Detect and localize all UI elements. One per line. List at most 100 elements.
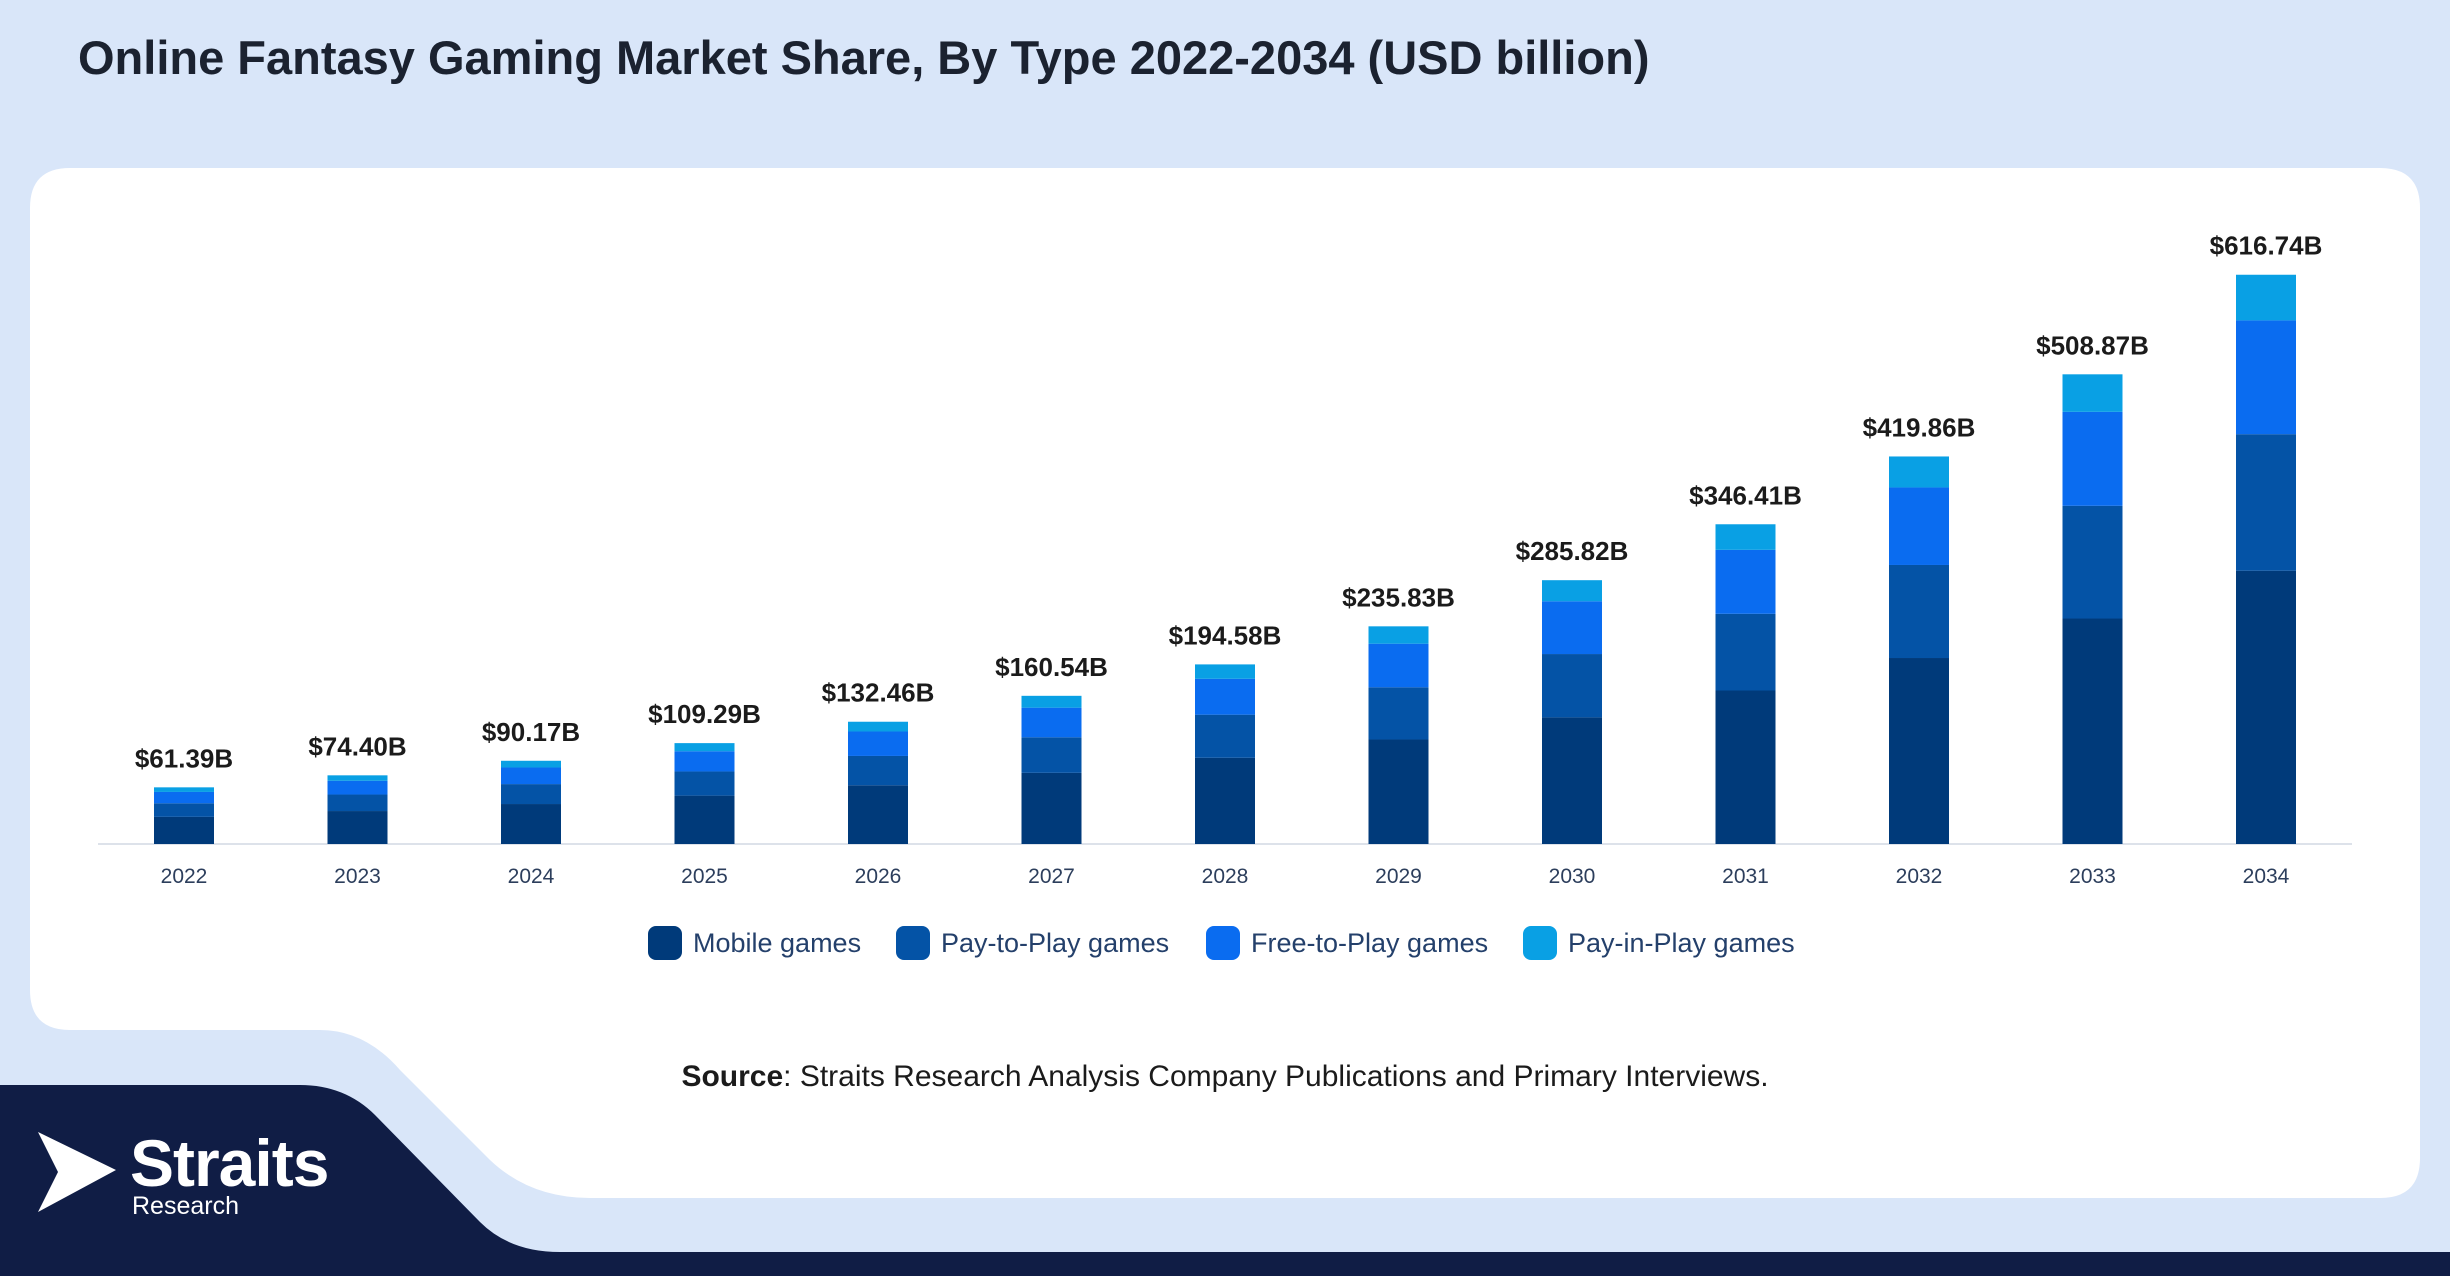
bar-2024-free-to-play-games — [501, 767, 561, 785]
bar-2029-mobile-games — [1368, 739, 1429, 844]
bar-2028-free-to-play-games — [1195, 678, 1255, 715]
bar-2028-pay-to-play-games — [1195, 714, 1255, 758]
bar-2033-pay-to-play-games — [2062, 505, 2123, 619]
bar-2022-free-to-play-games — [154, 791, 214, 804]
bar-2022-pay-in-play-games — [154, 787, 214, 792]
bar-2031-mobile-games — [1715, 690, 1776, 844]
x-tick-2029: 2029 — [1375, 865, 1422, 888]
total-label-2030: $285.82B — [1516, 536, 1629, 566]
bar-2034-pay-in-play-games — [2236, 274, 2296, 321]
bar-2033-pay-in-play-games — [2062, 374, 2123, 412]
bar-2030-mobile-games — [1542, 717, 1602, 844]
bar-2023-mobile-games — [327, 811, 388, 844]
bar-2034-pay-to-play-games — [2236, 434, 2296, 571]
bar-2027-pay-to-play-games — [1021, 737, 1082, 773]
bar-2032-pay-in-play-games — [1889, 456, 1949, 488]
legend-item-pay-to-play-games[interactable]: Pay-to-Play games — [896, 926, 1169, 960]
bar-2031-pay-in-play-games — [1715, 524, 1776, 550]
bar-2034-free-to-play-games — [2236, 320, 2296, 435]
x-tick-2034: 2034 — [2243, 865, 2290, 888]
bar-2029-pay-to-play-games — [1368, 687, 1429, 740]
bar-2025-pay-in-play-games — [674, 743, 735, 752]
straits-logo-icon — [38, 1132, 116, 1212]
legend-label: Mobile games — [693, 928, 861, 958]
legend-label: Free-to-Play games — [1251, 928, 1488, 958]
x-tick-2026: 2026 — [855, 865, 902, 888]
bar-2030-pay-in-play-games — [1542, 580, 1602, 602]
bar-2027-pay-in-play-games — [1021, 695, 1082, 708]
logo-subtitle: Research — [132, 1192, 239, 1220]
total-label-2022: $61.39B — [135, 743, 233, 773]
bar-2028-mobile-games — [1195, 757, 1255, 844]
bar-2022-pay-to-play-games — [154, 803, 214, 817]
bar-2023-free-to-play-games — [327, 780, 388, 795]
footer-band — [0, 1085, 2450, 1276]
legend-item-free-to-play-games[interactable]: Free-to-Play games — [1206, 926, 1488, 960]
bar-2031-free-to-play-games — [1715, 549, 1776, 614]
total-label-2032: $419.86B — [1863, 412, 1976, 442]
total-label-2028: $194.58B — [1169, 620, 1282, 650]
logo-name: Straits — [130, 1126, 329, 1200]
total-label-2031: $346.41B — [1689, 480, 1802, 510]
source-note: Source: Straits Research Analysis Compan… — [0, 1060, 2450, 1094]
legend-item-pay-in-play-games[interactable]: Pay-in-Play games — [1523, 926, 1795, 960]
total-label-2034: $616.74B — [2210, 231, 2323, 261]
x-tick-2028: 2028 — [1202, 865, 1249, 888]
legend-item-mobile-games[interactable]: Mobile games — [648, 926, 861, 960]
bar-2027-mobile-games — [1021, 772, 1082, 844]
legend: Mobile games Pay-to-Play games Free-to-Pla… — [648, 926, 1795, 960]
bar-2025-free-to-play-games — [674, 751, 735, 772]
bar-2024-pay-in-play-games — [501, 760, 561, 768]
bar-2026-mobile-games — [848, 785, 908, 844]
bar-2034-mobile-games — [2236, 570, 2296, 844]
bar-2032-mobile-games — [1889, 658, 1949, 844]
bar-2023-pay-to-play-games — [327, 794, 388, 812]
bar-2029-pay-in-play-games — [1368, 626, 1429, 644]
legend-swatch — [648, 926, 682, 960]
legend-swatch — [1523, 926, 1557, 960]
x-tick-2032: 2032 — [1896, 865, 1943, 888]
legend-label: Pay-in-Play games — [1568, 928, 1795, 958]
x-tick-2031: 2031 — [1722, 865, 1769, 888]
bar-2033-mobile-games — [2062, 618, 2123, 844]
bar-2025-pay-to-play-games — [674, 771, 735, 796]
bar-2030-free-to-play-games — [1542, 601, 1602, 655]
bar-2026-pay-in-play-games — [848, 721, 908, 732]
x-tick-2023: 2023 — [334, 865, 381, 888]
bar-2030-pay-to-play-games — [1542, 654, 1602, 718]
total-label-2029: $235.83B — [1342, 582, 1455, 612]
bar-2031-pay-to-play-games — [1715, 613, 1776, 691]
bar-2027-free-to-play-games — [1021, 707, 1082, 738]
bar-2024-pay-to-play-games — [501, 784, 561, 805]
bars-group — [154, 274, 2296, 844]
bar-2024-mobile-games — [501, 804, 561, 844]
total-label-2027: $160.54B — [995, 652, 1108, 682]
total-label-2024: $90.17B — [482, 717, 580, 747]
bar-2032-pay-to-play-games — [1889, 564, 1949, 659]
x-tick-labels-group: 2022 2023 2024 2025 2026 2027 2028 2029 2030 2031… — [161, 865, 2290, 888]
total-label-2026: $132.46B — [822, 678, 935, 708]
total-labels-group: $61.39B $74.40B $90.17B $109.29B $132.46B $16… — [135, 231, 2323, 774]
source-label: Source — [681, 1060, 784, 1093]
bar-2025-mobile-games — [674, 795, 735, 844]
bar-2026-pay-to-play-games — [848, 755, 908, 786]
total-label-2033: $508.87B — [2036, 330, 2149, 360]
legend-label: Pay-to-Play games — [941, 928, 1169, 958]
bar-2033-free-to-play-games — [2062, 411, 2123, 506]
legend-swatch — [896, 926, 930, 960]
page-title: Online Fantasy Gaming Market Share, By T… — [78, 31, 1650, 84]
bar-2032-free-to-play-games — [1889, 487, 1949, 565]
x-tick-2025: 2025 — [681, 865, 728, 888]
bar-2028-pay-in-play-games — [1195, 664, 1255, 679]
bar-2022-mobile-games — [154, 816, 214, 844]
legend-swatch — [1206, 926, 1240, 960]
bar-2026-free-to-play-games — [848, 731, 908, 756]
x-tick-2030: 2030 — [1549, 865, 1596, 888]
source-text: : Straits Research Analysis Company Publ… — [783, 1060, 1769, 1093]
total-label-2025: $109.29B — [648, 699, 761, 729]
x-tick-2022: 2022 — [161, 865, 208, 888]
x-tick-2024: 2024 — [508, 865, 555, 888]
bar-2029-free-to-play-games — [1368, 643, 1429, 688]
bar-2023-pay-in-play-games — [327, 775, 388, 781]
